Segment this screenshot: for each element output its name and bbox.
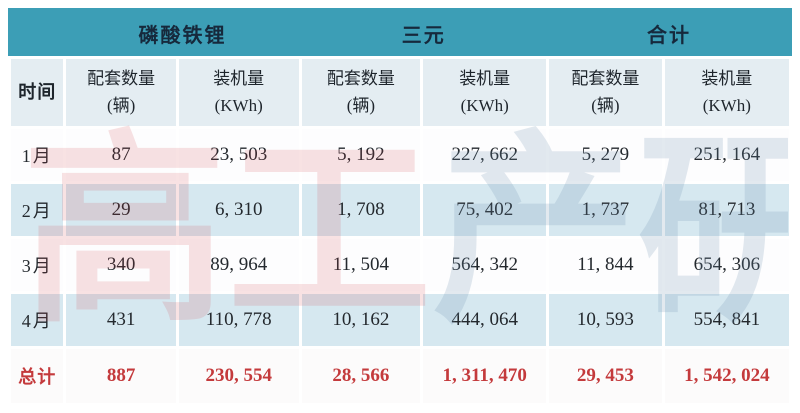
data-cell: 10, 162 bbox=[298, 291, 424, 349]
data-cell: 1, 737 bbox=[546, 181, 665, 239]
data-table: 磷酸铁锂 三元 合计 时间 配套数量 (辆) 装机量 (KWh) 配套数量 bbox=[7, 8, 793, 406]
data-cell: 431 bbox=[63, 291, 179, 349]
total-cell: 29, 453 bbox=[546, 346, 665, 406]
data-cell: 110, 778 bbox=[175, 291, 302, 349]
table-row: 1月 87 23, 503 5, 192 227, 662 5, 279 251… bbox=[7, 126, 793, 184]
data-cell: 75, 402 bbox=[420, 181, 550, 239]
data-cell: 10, 593 bbox=[546, 291, 665, 349]
group-header-row: 磷酸铁锂 三元 合计 bbox=[7, 8, 792, 59]
total-cell: 230, 554 bbox=[175, 346, 302, 406]
subheader-line1: 装机量 bbox=[459, 69, 511, 89]
data-cell: 340 bbox=[63, 236, 179, 294]
subheader-cell: 配套数量 (辆) bbox=[298, 56, 424, 129]
group-header-lfp: 磷酸铁锂 bbox=[63, 8, 302, 59]
month-label-cell: 3月 bbox=[7, 236, 67, 294]
month-label-cell: 4月 bbox=[7, 291, 67, 349]
data-cell: 6, 310 bbox=[175, 181, 302, 239]
table-row: 3月 340 89, 964 11, 504 564, 342 11, 844 … bbox=[7, 236, 793, 294]
data-cell: 5, 279 bbox=[546, 126, 665, 184]
total-label-cell: 总计 bbox=[7, 346, 67, 406]
data-cell: 89, 964 bbox=[175, 236, 302, 294]
data-cell: 23, 503 bbox=[175, 126, 302, 184]
month-label-cell: 1月 bbox=[7, 126, 67, 184]
data-cell: 11, 504 bbox=[298, 236, 424, 294]
data-cell: 5, 192 bbox=[298, 126, 424, 184]
subheader-line2: (KWh) bbox=[214, 95, 263, 115]
data-cell: 251, 164 bbox=[661, 126, 793, 184]
subheader-line1: 配套数量 bbox=[87, 69, 156, 89]
total-cell: 1, 311, 470 bbox=[420, 346, 550, 406]
data-cell: 227, 662 bbox=[420, 126, 550, 184]
subheader-line2: (KWh) bbox=[460, 95, 509, 115]
group-header-ternary: 三元 bbox=[298, 8, 550, 59]
subheader-line2: (辆) bbox=[591, 95, 620, 115]
subheader-cell: 配套数量 (辆) bbox=[63, 56, 179, 129]
total-cell: 28, 566 bbox=[298, 346, 424, 406]
time-header-cell: 时间 bbox=[7, 56, 67, 129]
corner-cell bbox=[7, 8, 67, 59]
table-row: 2月 29 6, 310 1, 708 75, 402 1, 737 81, 7… bbox=[7, 181, 793, 239]
data-cell: 654, 306 bbox=[661, 236, 793, 294]
data-cell: 11, 844 bbox=[546, 236, 665, 294]
table-row: 4月 431 110, 778 10, 162 444, 064 10, 593… bbox=[7, 291, 793, 349]
subheader-line1: 配套数量 bbox=[571, 69, 640, 89]
group-header-total: 合计 bbox=[546, 8, 792, 59]
total-cell: 887 bbox=[63, 346, 179, 406]
battery-installation-table: 磷酸铁锂 三元 合计 时间 配套数量 (辆) 装机量 (KWh) 配套数量 bbox=[7, 8, 793, 406]
data-cell: 81, 713 bbox=[661, 181, 793, 239]
subheader-line1: 装机量 bbox=[213, 69, 265, 89]
subheader-line2: (辆) bbox=[346, 95, 376, 115]
subheader-line2: (KWh) bbox=[702, 95, 751, 115]
subheader-cell: 装机量 (KWh) bbox=[420, 56, 550, 129]
subheader-cell: 装机量 (KWh) bbox=[175, 56, 302, 129]
data-cell: 564, 342 bbox=[420, 236, 550, 294]
subheader-cell: 装机量 (KWh) bbox=[661, 56, 793, 129]
data-cell: 87 bbox=[63, 126, 179, 184]
subheader-cell: 配套数量 (辆) bbox=[546, 56, 665, 129]
subheader-line1: 配套数量 bbox=[326, 69, 395, 89]
total-cell: 1, 542, 024 bbox=[661, 346, 793, 406]
data-cell: 1, 708 bbox=[298, 181, 424, 239]
subheader-line2: (辆) bbox=[107, 95, 136, 115]
data-cell: 554, 841 bbox=[661, 291, 793, 349]
data-cell: 29 bbox=[63, 181, 179, 239]
data-cell: 444, 064 bbox=[420, 291, 550, 349]
subheader-line1: 装机量 bbox=[701, 69, 753, 89]
month-label-cell: 2月 bbox=[7, 181, 67, 239]
total-row: 总计 887 230, 554 28, 566 1, 311, 470 29, … bbox=[7, 346, 793, 406]
subheader-row: 时间 配套数量 (辆) 装机量 (KWh) 配套数量 (辆) 装机量 bbox=[7, 56, 793, 129]
